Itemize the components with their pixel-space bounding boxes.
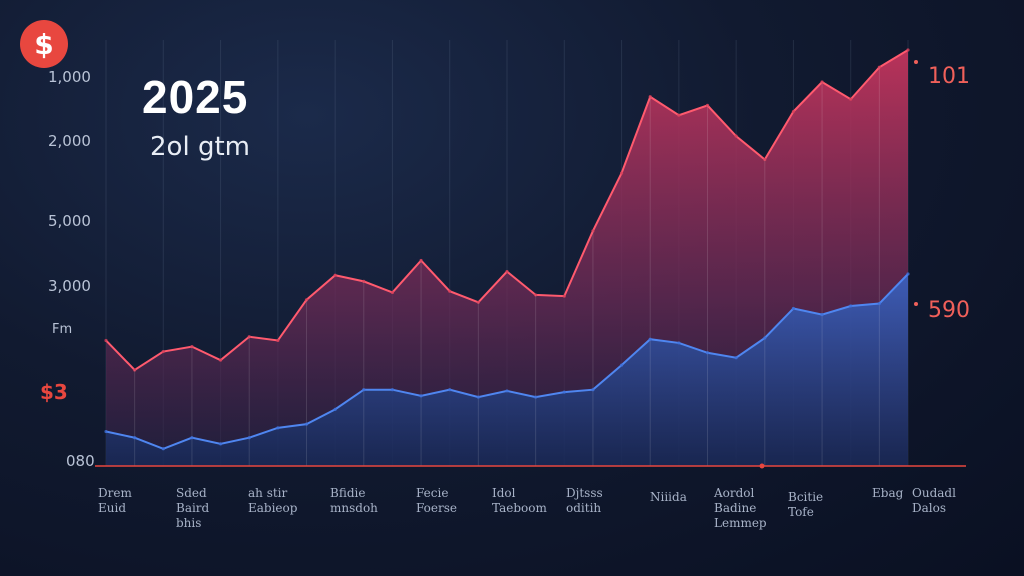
blue-series-point bbox=[820, 313, 824, 317]
blue-series-point bbox=[791, 306, 796, 311]
red-series-point bbox=[247, 335, 251, 339]
blue-series-point bbox=[104, 429, 108, 434]
baseline-marker bbox=[759, 463, 765, 469]
blue-series-point bbox=[218, 442, 223, 446]
x-tick-label: Sded Baird bhis bbox=[176, 486, 210, 530]
blue-series-area bbox=[106, 274, 908, 466]
red-series-point bbox=[534, 293, 538, 297]
blue-series-point bbox=[419, 394, 423, 398]
x-tick-label: Oudadl Dalos bbox=[912, 486, 956, 515]
red-series-point bbox=[362, 279, 366, 283]
red-series-point bbox=[906, 48, 910, 52]
red-series-point bbox=[276, 338, 280, 343]
y-tick-label: Fm bbox=[52, 322, 73, 337]
blue-series-point bbox=[190, 436, 194, 440]
red-series-point bbox=[304, 298, 309, 302]
blue-series-point bbox=[648, 337, 652, 341]
red-series-point bbox=[562, 294, 566, 298]
x-tick-label: Fecie Foerse bbox=[416, 486, 457, 515]
blue-series-point bbox=[677, 341, 681, 345]
red-series-point bbox=[448, 289, 452, 293]
blue-series-point bbox=[906, 272, 910, 276]
blue-series-point bbox=[734, 356, 738, 360]
blue-series-point bbox=[591, 388, 595, 392]
blue-series-point bbox=[133, 436, 137, 440]
series-end-label-blue: 590 bbox=[928, 298, 970, 323]
red-series-point bbox=[648, 95, 652, 99]
y-tick-label: 5,000 bbox=[48, 212, 91, 230]
blue-series-point bbox=[562, 390, 566, 394]
end-marker bbox=[914, 60, 918, 64]
y-marker-label: $3 bbox=[40, 380, 68, 404]
blue-series-point bbox=[276, 426, 280, 430]
red-series-point bbox=[218, 358, 223, 362]
x-tick-label: Bcitie Tofe bbox=[788, 490, 824, 519]
red-series-point bbox=[619, 171, 624, 175]
end-marker bbox=[914, 302, 918, 306]
blue-series-point bbox=[534, 395, 538, 399]
chart-title: 2025 bbox=[142, 71, 249, 123]
blue-series-point bbox=[505, 389, 509, 393]
series-points bbox=[104, 48, 918, 466]
red-series-point bbox=[505, 269, 509, 274]
blue-series-point bbox=[333, 407, 337, 411]
blue-series-point bbox=[390, 388, 395, 392]
x-tick-label: ah stir Eabieop bbox=[248, 486, 298, 515]
blue-series-point bbox=[619, 363, 624, 367]
series-end-label-red: 101 bbox=[928, 64, 970, 89]
x-tick-label: Bfidie mnsdoh bbox=[330, 486, 378, 515]
red-series-point bbox=[849, 97, 853, 101]
x-tick-label: Ebag bbox=[872, 486, 904, 500]
blue-series-point bbox=[877, 301, 881, 306]
red-series-point bbox=[476, 300, 480, 304]
red-series-point bbox=[133, 368, 137, 372]
red-series-point bbox=[591, 229, 595, 233]
x-tick-label: Djtsss oditih bbox=[566, 486, 603, 515]
dollar-icon: $ bbox=[20, 20, 68, 68]
blue-series-point bbox=[161, 447, 165, 451]
red-series-point bbox=[333, 273, 337, 277]
red-series-point bbox=[734, 134, 738, 138]
x-tick-label: Niiida bbox=[650, 490, 687, 504]
y-tick-label: 080 bbox=[66, 452, 95, 470]
red-series-point bbox=[820, 80, 824, 84]
chart-subtitle: 2ol gtm bbox=[150, 132, 250, 162]
x-tick-label: Aordol Badine Lemmep bbox=[714, 486, 767, 530]
red-series-point bbox=[161, 349, 165, 354]
blue-series-point bbox=[763, 336, 767, 340]
red-series-point bbox=[791, 109, 796, 114]
blue-series-point bbox=[448, 388, 452, 392]
blue-series-point bbox=[476, 395, 480, 399]
y-tick-label: 1,000 bbox=[48, 68, 91, 86]
red-series-point bbox=[677, 113, 681, 117]
red-series-point bbox=[190, 345, 194, 349]
x-tick-label: Drem Euid bbox=[98, 486, 132, 515]
red-series-point bbox=[390, 290, 395, 295]
red-series-point bbox=[705, 103, 710, 107]
blue-series-point bbox=[705, 351, 710, 355]
y-tick-label: 2,000 bbox=[48, 132, 91, 150]
red-series-point bbox=[763, 157, 767, 162]
red-series-point bbox=[877, 65, 881, 69]
blue-series-point bbox=[247, 436, 251, 440]
red-series-point bbox=[419, 258, 423, 263]
y-tick-label: 3,000 bbox=[48, 277, 91, 295]
blue-series-point bbox=[849, 304, 853, 308]
blue-series-point bbox=[304, 422, 309, 426]
red-series-point bbox=[104, 338, 108, 343]
x-tick-label: Idol Taeboom bbox=[492, 486, 547, 515]
blue-series-point bbox=[362, 388, 366, 392]
